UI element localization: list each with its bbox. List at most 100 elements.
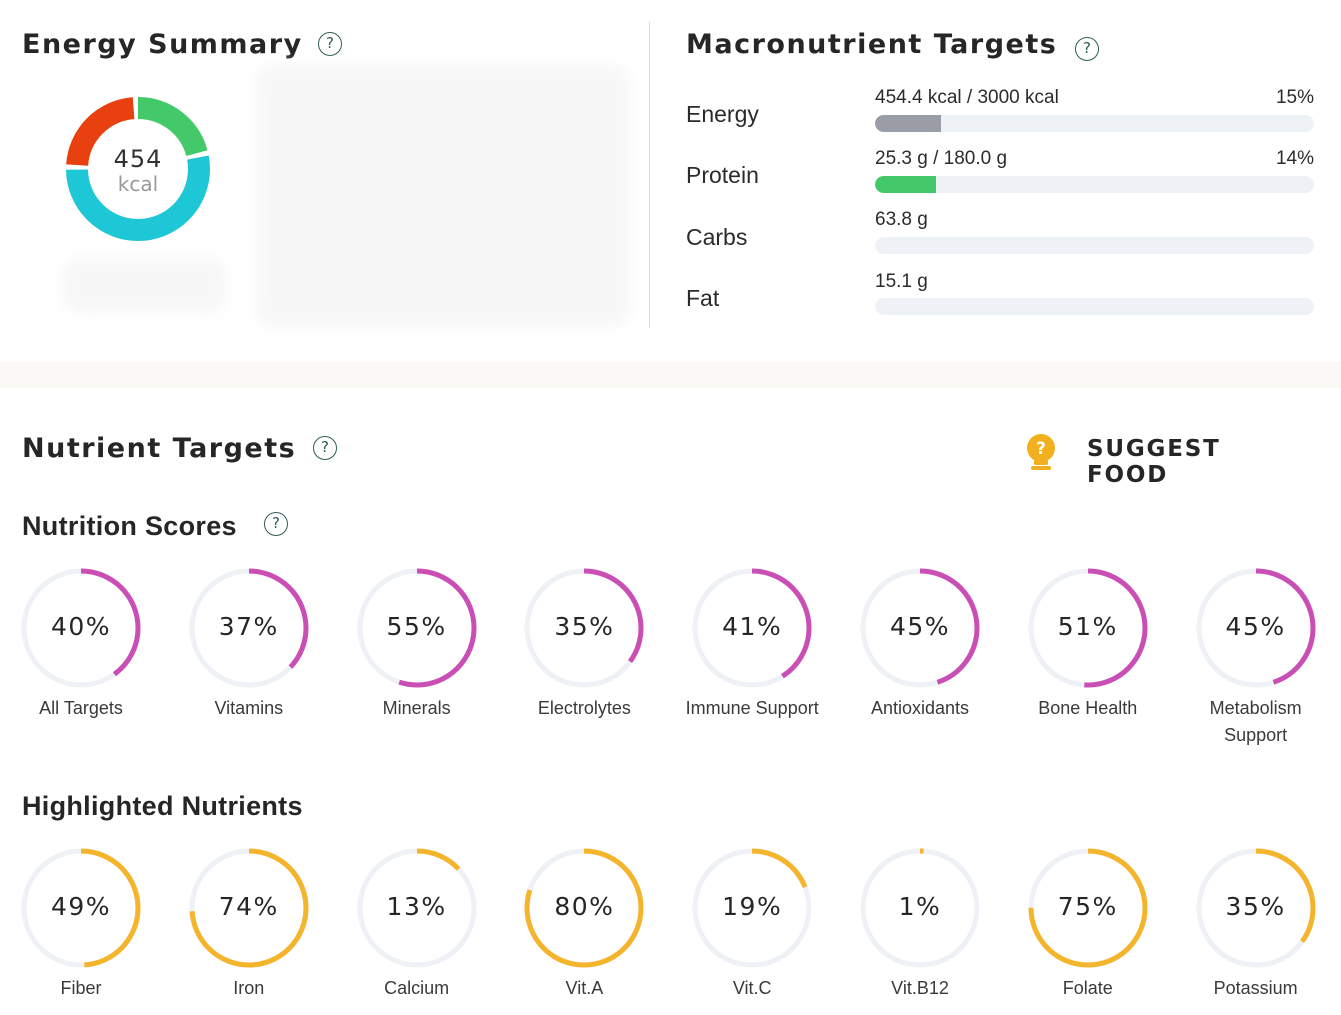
macro-progress-bar <box>875 176 1314 193</box>
progress-ring <box>21 568 141 688</box>
score-ring-vit-c[interactable]: 19% Vit.C <box>668 848 836 1002</box>
ring-arc <box>1196 568 1316 688</box>
progress-ring <box>860 848 980 968</box>
score-ring-bone-health[interactable]: 51% Bone Health <box>1004 568 1172 722</box>
progress-ring <box>692 848 812 968</box>
score-ring-minerals[interactable]: 55% Minerals <box>333 568 501 722</box>
ring-arc <box>189 568 309 688</box>
score-ring-vitamins[interactable]: 37% Vitamins <box>165 568 333 722</box>
score-ring-folate[interactable]: 75% Folate <box>1004 848 1172 1002</box>
progress-ring <box>357 848 477 968</box>
macro-label: Carbs <box>686 224 748 250</box>
score-ring-antioxidants[interactable]: 45% Antioxidants <box>836 568 1004 722</box>
section-separator-band <box>0 362 1341 388</box>
ring-label: All Targets <box>39 698 123 718</box>
ring-arc <box>524 848 644 968</box>
macro-label: Protein <box>686 162 759 188</box>
ring-percent: 74% <box>218 892 279 921</box>
macro-label: Fat <box>686 285 720 311</box>
macronutrient-targets-title: Macronutrient Targets <box>686 29 1058 60</box>
macro-amount: 15.1 g <box>875 271 928 292</box>
score-ring-immune-support[interactable]: 41% Immune Support <box>668 568 836 722</box>
energy-segment-carbs <box>66 97 210 241</box>
macro-percent: 14% <box>1275 148 1314 169</box>
ring-percent: 49% <box>50 892 112 921</box>
progress-ring <box>189 568 309 688</box>
score-ring-all-targets[interactable]: 40% All Targets <box>0 568 165 722</box>
nutrient-targets-title: Nutrient Targets <box>22 433 297 464</box>
progress-ring <box>1196 568 1316 688</box>
score-ring-vit-b12[interactable]: 1% Vit.B12 <box>836 848 1004 1002</box>
ring-arc <box>860 848 980 968</box>
macro-progress-bar <box>875 237 1314 254</box>
ring-arc <box>860 568 980 688</box>
ring-percent: 55% <box>386 612 447 641</box>
ring-arc <box>1028 568 1148 688</box>
ring-label: Fiber <box>60 978 102 998</box>
progress-ring <box>357 568 477 688</box>
ring-percent: 13% <box>386 892 447 921</box>
macronutrient-help-icon[interactable]: ? <box>1075 37 1099 61</box>
energy-segment-protein <box>66 97 210 241</box>
energy-summary-title: Energy Summary <box>22 29 303 60</box>
score-ring-iron[interactable]: 74% Iron <box>165 848 333 1002</box>
ring-label: Iron <box>233 978 265 998</box>
progress-ring <box>21 848 141 968</box>
ring-label: Folate <box>1062 978 1113 998</box>
nutrition-scores-title: Nutrition Scores <box>22 511 237 541</box>
macro-progress-bar <box>875 115 1314 132</box>
progress-ring <box>1196 848 1316 968</box>
ring-label: Antioxidants <box>870 698 970 718</box>
score-ring-calcium[interactable]: 13% Calcium <box>333 848 501 1002</box>
macro-progress-fill <box>875 115 941 132</box>
ring-arc <box>21 848 141 968</box>
ring-label: Potassium <box>1213 978 1298 998</box>
ring-percent: 80% <box>554 892 615 921</box>
progress-ring <box>524 568 644 688</box>
ring-percent: 37% <box>218 612 279 641</box>
ring-label: Vit.C <box>732 978 772 998</box>
ring-arc <box>1028 848 1148 968</box>
ring-label: Vit.B12 <box>891 978 949 998</box>
ring-label: Electrolytes <box>537 698 631 718</box>
ring-arc <box>524 568 644 688</box>
ring-label: Bone Health <box>1038 698 1138 718</box>
macro-progress-bar <box>875 298 1314 315</box>
svg-text:?: ? <box>1036 439 1046 459</box>
ring-percent: 75% <box>1057 892 1118 921</box>
lightbulb-question-icon: ? <box>1027 434 1055 470</box>
ring-label: Immune Support <box>685 698 819 718</box>
macro-label: Energy <box>686 101 759 127</box>
ring-label: Calcium <box>384 978 450 998</box>
ring-label: Metabolism Support <box>1209 698 1302 745</box>
blurred-energy-legend <box>62 258 227 313</box>
highlighted-nutrients-title: Highlighted Nutrients <box>22 791 303 821</box>
ring-arc <box>357 568 477 688</box>
progress-ring <box>860 568 980 688</box>
macro-amount: 454.4 kcal / 3000 kcal <box>875 87 1059 108</box>
suggest-food-button[interactable]: ? SUGGEST FOOD <box>1020 430 1310 488</box>
score-ring-electrolytes[interactable]: 35% Electrolytes <box>500 568 668 722</box>
energy-summary-help-icon[interactable]: ? <box>318 32 342 56</box>
score-ring-fiber[interactable]: 49% Fiber <box>0 848 165 1002</box>
score-ring-potassium[interactable]: 35% Potassium <box>1172 848 1340 1002</box>
ring-arc <box>21 568 141 688</box>
blurred-energy-breakdown <box>255 65 630 327</box>
progress-ring <box>692 568 812 688</box>
nutrition-scores-help-icon[interactable]: ? <box>264 512 288 536</box>
score-ring-metabolism-support[interactable]: 45% Metabolism Support <box>1172 568 1340 749</box>
ring-percent: 45% <box>889 612 951 641</box>
energy-donut-chart <box>66 97 210 241</box>
ring-arc <box>189 848 309 968</box>
score-ring-vit-a[interactable]: 80% Vit.A <box>500 848 668 1002</box>
ring-arc <box>1196 848 1316 968</box>
ring-percent: 35% <box>554 612 615 641</box>
nutrient-targets-help-icon[interactable]: ? <box>313 436 337 460</box>
progress-ring <box>524 848 644 968</box>
ring-label: Vitamins <box>214 698 284 718</box>
energy-total-unit: kcal <box>117 172 159 196</box>
ring-percent: 40% <box>50 612 112 641</box>
progress-ring <box>189 848 309 968</box>
progress-ring <box>1028 848 1148 968</box>
ring-percent: 35% <box>1225 892 1286 921</box>
